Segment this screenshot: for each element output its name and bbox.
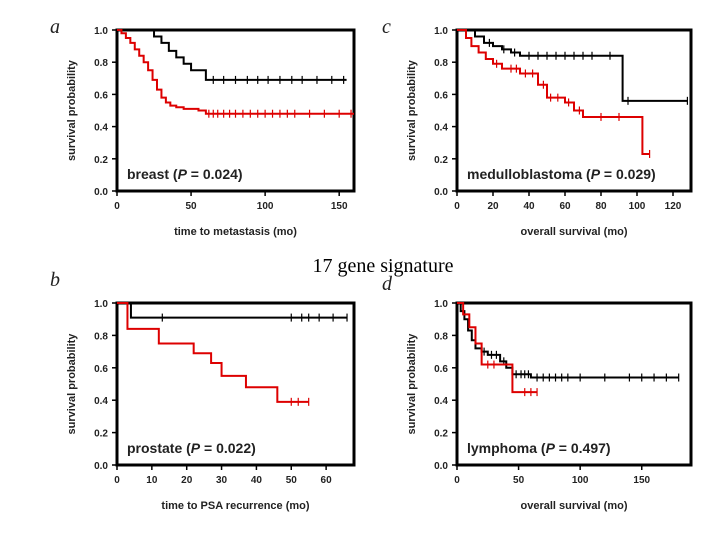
panel-letter-c: c xyxy=(382,16,391,38)
panel-letter-d: d xyxy=(382,273,393,295)
y-tick-label-d: 0.4 xyxy=(434,396,448,407)
series-line-black-a xyxy=(117,29,347,81)
x-tick-label-c: 20 xyxy=(487,201,499,212)
plot-frame-a xyxy=(115,28,356,193)
x-tick-label-d: 100 xyxy=(572,475,589,486)
y-tick-label-b: 0.6 xyxy=(94,364,108,375)
y-tick-label-b: 0.0 xyxy=(94,461,108,472)
y-tick-label-d: 0.6 xyxy=(434,364,448,375)
y-tick-label-d: 0.8 xyxy=(434,331,448,342)
series-line-black-b xyxy=(117,302,348,319)
series-line-red-c xyxy=(457,29,650,155)
x-tick-label-a: 100 xyxy=(257,201,274,212)
y-tick-label-a: 0.2 xyxy=(94,155,108,166)
y-tick-label-c: 0.6 xyxy=(434,90,448,101)
y-tick-label-a: 1.0 xyxy=(94,26,108,37)
x-tick-label-b: 30 xyxy=(216,475,228,486)
x-axis-label-b: time to PSA recurrence (mo) xyxy=(161,500,309,512)
x-tick-label-c: 60 xyxy=(559,201,571,212)
y-tick-label-d: 1.0 xyxy=(434,299,448,310)
plot-frame-b xyxy=(115,301,356,467)
x-tick-label-b: 40 xyxy=(251,475,263,486)
y-axis-label-d: survival probability xyxy=(406,333,418,435)
x-tick-label-b: 0 xyxy=(114,475,120,486)
p-value-annotation-d: lymphoma (P = 0.497) xyxy=(467,440,611,456)
x-axis-label-a: time to metastasis (mo) xyxy=(174,226,297,238)
x-tick-label-c: 80 xyxy=(595,201,607,212)
x-tick-label-c: 100 xyxy=(629,201,646,212)
panel-d: 0.0 0.2 0.4 0.6 0.8 1.0 0 50 100 150 overall survi… xyxy=(406,299,693,512)
panel-letter-b: b xyxy=(50,269,60,291)
y-tick-label-c: 1.0 xyxy=(434,26,448,37)
figure-center-label: 17 gene signature xyxy=(312,255,453,277)
y-tick-label-d: 0.2 xyxy=(434,429,448,440)
x-tick-label-d: 150 xyxy=(633,475,650,486)
panel-a: 0.0 0.2 0.4 0.6 0.8 1.0 0 50 100 150 time to metas… xyxy=(66,26,356,238)
series-line-red-a xyxy=(117,29,354,115)
series-line-black-c xyxy=(457,29,688,102)
y-tick-label-b: 0.2 xyxy=(94,429,108,440)
x-tick-label-b: 50 xyxy=(286,475,298,486)
x-tick-label-c: 120 xyxy=(665,201,682,212)
series-line-red-b xyxy=(117,302,309,403)
x-tick-label-c: 40 xyxy=(523,201,535,212)
y-tick-label-b: 0.8 xyxy=(94,331,108,342)
y-tick-label-a: 0.0 xyxy=(94,187,108,198)
y-tick-label-c: 0.8 xyxy=(434,58,448,69)
panel-b: 0.0 0.2 0.4 0.6 0.8 1.0 0 10 20 30 40 50 60 time to P… xyxy=(66,299,356,512)
panel-c: 0.0 0.2 0.4 0.6 0.8 1.0 0 20 40 60 80 100 120 overall… xyxy=(406,26,693,238)
x-tick-label-d: 50 xyxy=(513,475,525,486)
x-tick-label-d: 0 xyxy=(454,475,460,486)
y-tick-label-a: 0.8 xyxy=(94,58,108,69)
y-tick-label-c: 0.0 xyxy=(434,187,448,198)
panel-letter-a: a xyxy=(50,16,60,38)
x-tick-label-a: 50 xyxy=(186,201,198,212)
y-tick-label-c: 0.4 xyxy=(434,123,448,134)
y-tick-label-d: 0.0 xyxy=(434,461,448,472)
plot-frame-d xyxy=(455,301,693,467)
p-value-annotation-c: medulloblastoma (P = 0.029) xyxy=(467,166,656,182)
x-tick-label-b: 60 xyxy=(321,475,333,486)
series-line-red-d xyxy=(457,302,538,394)
p-value-annotation-b: prostate (P = 0.022) xyxy=(127,440,256,456)
y-tick-label-b: 0.4 xyxy=(94,396,108,407)
y-axis-label-a: survival probability xyxy=(66,59,78,161)
x-axis-label-c: overall survival (mo) xyxy=(521,226,628,238)
x-tick-label-a: 150 xyxy=(331,201,348,212)
y-axis-label-c: survival probability xyxy=(406,59,418,161)
series-line-black-d xyxy=(457,302,679,379)
plot-frame-c xyxy=(455,28,693,193)
y-tick-label-a: 0.4 xyxy=(94,123,108,134)
y-tick-label-b: 1.0 xyxy=(94,299,108,310)
y-axis-label-b: survival probability xyxy=(66,333,78,435)
x-tick-label-b: 10 xyxy=(146,475,158,486)
x-tick-label-a: 0 xyxy=(114,201,120,212)
x-tick-label-b: 20 xyxy=(181,475,193,486)
y-tick-label-a: 0.6 xyxy=(94,90,108,101)
x-axis-label-d: overall survival (mo) xyxy=(521,500,628,512)
p-value-annotation-a: breast (P = 0.024) xyxy=(127,166,243,182)
x-tick-label-c: 0 xyxy=(454,201,460,212)
y-tick-label-c: 0.2 xyxy=(434,155,448,166)
